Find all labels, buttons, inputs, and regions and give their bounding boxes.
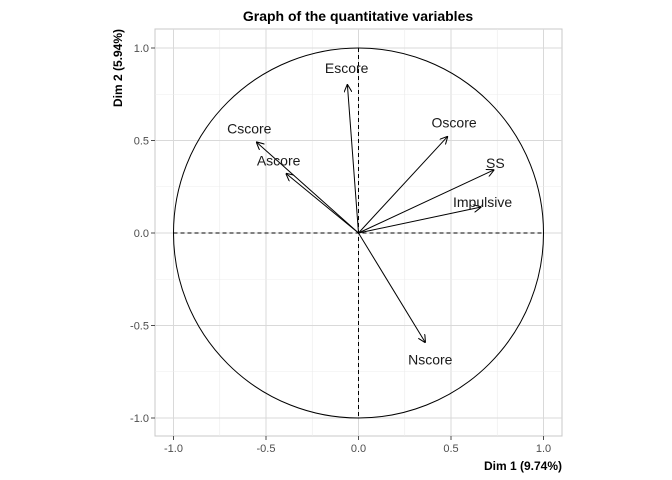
arrow-impulsive bbox=[358, 207, 481, 234]
arrow-oscore bbox=[358, 137, 448, 234]
x-tick-label: 0.0 bbox=[351, 443, 366, 455]
arrow-cscore bbox=[257, 142, 359, 234]
arrow-escore bbox=[347, 85, 359, 234]
arrow-ascore bbox=[286, 174, 359, 234]
x-tick-label: 1.0 bbox=[536, 443, 551, 455]
y-tick-label: 0.0 bbox=[134, 228, 149, 240]
chart-title: Graph of the quantitative variables bbox=[243, 8, 473, 24]
label-cscore: Cscore bbox=[227, 121, 272, 137]
y-tick-label: -0.5 bbox=[130, 321, 149, 333]
x-tick-label: -1.0 bbox=[164, 443, 183, 455]
label-nscore: Nscore bbox=[408, 352, 453, 368]
variable-labels: Escore Oscore SS Cscore Ascore Impulsive Nscor… bbox=[227, 60, 512, 368]
variable-arrows bbox=[257, 85, 494, 342]
y-axis-title: Dim 2 (5.94%) bbox=[111, 29, 125, 107]
y-tick-label: 0.5 bbox=[134, 136, 149, 148]
label-oscore: Oscore bbox=[432, 114, 477, 130]
y-axis-ticks: -1.0 -0.5 0.0 0.5 1.0 bbox=[130, 43, 155, 425]
label-escore: Escore bbox=[325, 60, 369, 76]
label-ss: SS bbox=[486, 155, 505, 171]
arrow-nscore bbox=[358, 232, 426, 342]
x-axis-title: Dim 1 (9.74%) bbox=[484, 459, 562, 473]
label-ascore: Ascore bbox=[257, 152, 301, 168]
arrow-ss bbox=[358, 170, 494, 234]
x-axis-ticks: -1.0 -0.5 0.0 0.5 1.0 bbox=[164, 436, 551, 455]
y-tick-label: -1.0 bbox=[130, 413, 149, 425]
label-impulsive: Impulsive bbox=[453, 194, 512, 210]
x-tick-label: -0.5 bbox=[257, 443, 276, 455]
y-tick-label: 1.0 bbox=[134, 43, 149, 55]
x-tick-label: 0.5 bbox=[443, 443, 458, 455]
